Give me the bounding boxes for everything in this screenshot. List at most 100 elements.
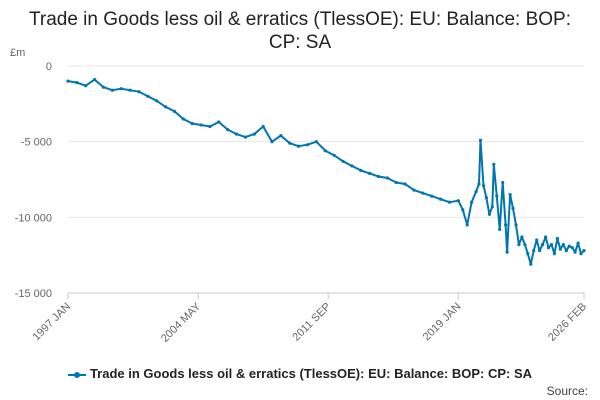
data-point[interactable] bbox=[323, 149, 327, 153]
data-point[interactable] bbox=[576, 241, 580, 245]
data-point[interactable] bbox=[461, 208, 465, 212]
data-point[interactable] bbox=[478, 138, 483, 142]
data-point[interactable] bbox=[579, 252, 583, 256]
data-point[interactable] bbox=[447, 200, 452, 204]
data-point[interactable] bbox=[235, 132, 239, 136]
data-point[interactable] bbox=[555, 236, 560, 241]
data-point[interactable] bbox=[261, 124, 265, 129]
data-point[interactable] bbox=[546, 246, 551, 250]
data-point[interactable] bbox=[504, 223, 508, 227]
unit-label: £m bbox=[10, 47, 25, 59]
data-point[interactable] bbox=[199, 123, 203, 127]
data-point[interactable] bbox=[208, 124, 212, 129]
x-axis: 1997 JAN 2004 MAY 2011 SEP 2019 JAN 2026 FEB bbox=[30, 293, 589, 345]
data-point[interactable] bbox=[93, 78, 97, 82]
data-point[interactable] bbox=[439, 197, 443, 201]
data-point[interactable] bbox=[190, 121, 194, 126]
data-point[interactable] bbox=[164, 105, 168, 109]
x-tick-label: 2019 JAN bbox=[421, 301, 464, 344]
data-point[interactable] bbox=[288, 141, 292, 145]
data-point[interactable] bbox=[514, 223, 518, 227]
data-point[interactable] bbox=[552, 252, 557, 256]
data-point[interactable] bbox=[529, 262, 533, 266]
data-point[interactable] bbox=[84, 84, 88, 88]
data-point[interactable] bbox=[549, 243, 554, 247]
data-point[interactable] bbox=[541, 243, 545, 247]
data-point[interactable] bbox=[532, 249, 536, 253]
data-point[interactable] bbox=[535, 238, 539, 242]
data-point[interactable] bbox=[279, 134, 283, 138]
x-tick-label: 2026 FEB bbox=[546, 301, 589, 344]
data-point[interactable] bbox=[332, 153, 336, 157]
data-point[interactable] bbox=[470, 200, 474, 204]
data-point[interactable] bbox=[75, 81, 79, 85]
data-point[interactable] bbox=[137, 90, 141, 94]
legend-swatch bbox=[67, 371, 86, 378]
data-point[interactable] bbox=[66, 79, 70, 83]
data-point[interactable] bbox=[314, 140, 318, 144]
data-point[interactable] bbox=[101, 85, 106, 89]
data-point[interactable] bbox=[570, 246, 574, 250]
data-point[interactable] bbox=[477, 182, 481, 186]
data-point[interactable] bbox=[520, 235, 524, 239]
data-point[interactable] bbox=[128, 88, 132, 92]
data-point[interactable] bbox=[297, 144, 301, 148]
data-point[interactable] bbox=[498, 227, 502, 231]
data-point[interactable] bbox=[172, 109, 177, 113]
data-point[interactable] bbox=[430, 194, 434, 198]
x-tick-label: 1997 JAN bbox=[30, 301, 73, 344]
data-point[interactable] bbox=[243, 135, 247, 139]
data-point[interactable] bbox=[501, 180, 505, 185]
data-point[interactable] bbox=[421, 191, 425, 195]
data-point[interactable] bbox=[511, 206, 515, 210]
data-point[interactable] bbox=[492, 162, 496, 166]
data-point[interactable] bbox=[403, 182, 407, 186]
data-point[interactable] bbox=[508, 193, 512, 197]
data-point[interactable] bbox=[564, 249, 568, 253]
data-point[interactable] bbox=[376, 174, 381, 179]
data-point[interactable] bbox=[181, 117, 185, 121]
data-point[interactable] bbox=[456, 199, 460, 203]
data-point[interactable] bbox=[119, 87, 123, 91]
x-tick-label: 2004 MAY bbox=[159, 300, 204, 345]
data-point[interactable] bbox=[359, 168, 363, 172]
data-point[interactable] bbox=[505, 250, 509, 254]
data-point[interactable] bbox=[538, 249, 542, 253]
data-point[interactable] bbox=[567, 244, 571, 248]
data-point[interactable] bbox=[526, 252, 530, 256]
data-point[interactable] bbox=[523, 243, 527, 247]
data-point[interactable] bbox=[110, 88, 114, 92]
data-point[interactable] bbox=[341, 159, 345, 163]
y-axis: 0 -5 000 -10 000 -15 000 bbox=[15, 61, 52, 300]
data-point[interactable] bbox=[368, 171, 372, 175]
data-point[interactable] bbox=[484, 196, 488, 200]
data-point[interactable] bbox=[495, 194, 499, 198]
data-point[interactable] bbox=[412, 188, 416, 192]
data-point[interactable] bbox=[481, 184, 486, 188]
data-point[interactable] bbox=[544, 235, 548, 239]
data-point[interactable] bbox=[270, 140, 274, 144]
data-point[interactable] bbox=[305, 143, 310, 147]
data-point[interactable] bbox=[558, 247, 562, 251]
data-point[interactable] bbox=[490, 205, 494, 209]
y-tick-label: -15 000 bbox=[15, 288, 52, 300]
data-point[interactable] bbox=[217, 120, 221, 124]
data-point[interactable] bbox=[465, 223, 469, 227]
data-point[interactable] bbox=[394, 180, 398, 185]
data-point[interactable] bbox=[155, 99, 159, 103]
data-point[interactable] bbox=[350, 164, 354, 168]
data-point[interactable] bbox=[385, 176, 389, 180]
series-layer bbox=[66, 78, 586, 266]
legend: Trade in Goods less oil & erratics (Tles… bbox=[0, 366, 600, 381]
data-point[interactable] bbox=[582, 249, 586, 253]
data-point[interactable] bbox=[146, 94, 150, 98]
data-point[interactable] bbox=[517, 243, 521, 247]
data-point[interactable] bbox=[573, 250, 577, 254]
data-point[interactable] bbox=[561, 243, 565, 247]
data-point[interactable] bbox=[474, 190, 478, 194]
data-point[interactable] bbox=[252, 132, 256, 136]
y-tick-label: 0 bbox=[46, 61, 52, 73]
data-point[interactable] bbox=[226, 128, 230, 132]
data-point[interactable] bbox=[487, 212, 491, 216]
